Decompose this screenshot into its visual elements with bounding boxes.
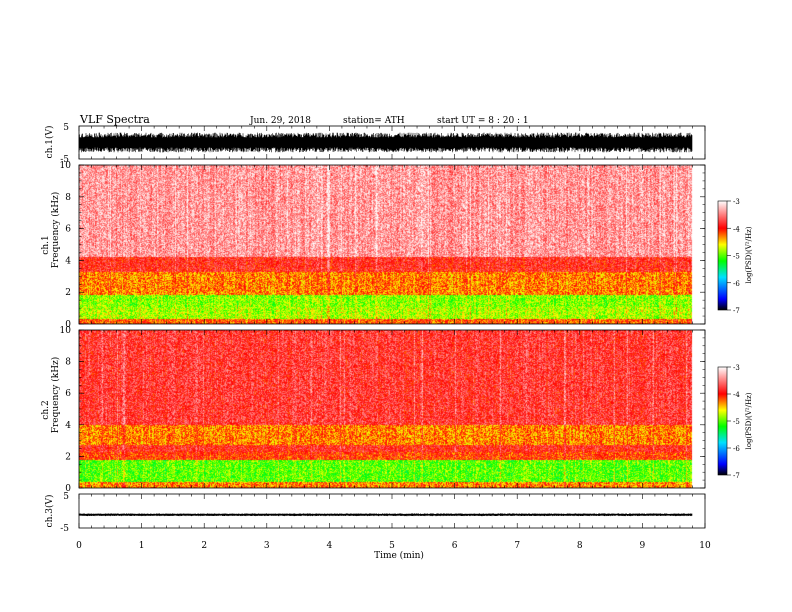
y-tick-label: 8 xyxy=(65,193,71,203)
ch3-waveform-ticks xyxy=(78,494,706,528)
y-tick-label: 4 xyxy=(65,421,71,431)
ch1-waveform-ylabel: ch.1(V) xyxy=(44,126,55,159)
figure-title: VLF Spectra xyxy=(79,113,150,126)
x-axis: 0 1 2 3 4 5 6 7 8 9 10 xyxy=(76,541,711,551)
waveform-path xyxy=(78,513,693,517)
start-time-label: start UT = 8 : 20 : 1 xyxy=(437,116,529,126)
x-tick-label: 2 xyxy=(201,541,207,551)
ch2-spectrogram-ylabel-channel: ch.2 xyxy=(41,400,51,419)
ch1-waveform-panel: 5 -5 ch.1(V) xyxy=(44,123,706,165)
colorbar-tick-label: -4 xyxy=(733,391,740,399)
x-tick-label: 4 xyxy=(327,541,333,551)
colorbar-tick-label: -3 xyxy=(733,198,740,206)
y-tick-label: 0 xyxy=(65,320,71,330)
ch1-ytick-bottom: -5 xyxy=(60,155,69,165)
colorbar-tick-label: -4 xyxy=(733,225,740,233)
x-tick-label: 10 xyxy=(699,541,711,551)
ch1-waveform-trace xyxy=(78,132,693,153)
y-tick-label: 0 xyxy=(65,484,71,494)
x-tick-label: 1 xyxy=(139,541,145,551)
colorbar-tick-label: -7 xyxy=(733,307,740,315)
ch2-spectrogram-ticks xyxy=(78,330,706,488)
y-tick-label: 8 xyxy=(65,358,71,368)
ch3-ytick-bottom: -5 xyxy=(60,524,69,534)
ch2-spectrogram-panel: 0 2 4 6 8 10 ch.2 Frequency (kHz) xyxy=(41,326,706,494)
x-tick-label: 9 xyxy=(640,541,646,551)
station-label: station= ATH xyxy=(343,116,405,126)
ch1-spectrogram-ylabel-channel: ch.1 xyxy=(41,235,51,254)
y-tick-label: 4 xyxy=(65,256,71,266)
y-tick-label: 6 xyxy=(65,389,71,399)
ch1-colorbar: -3 -4 -5 -6 -7 log(PSD)(V²/Hz) xyxy=(717,198,753,315)
ch1-waveform-ticks xyxy=(78,126,706,159)
ch2-spectrogram-ylabel-frequency: Frequency (kHz) xyxy=(50,357,61,434)
colorbar-tick-label: -3 xyxy=(733,364,740,372)
x-tick-label: 3 xyxy=(264,541,270,551)
ch3-waveform-ylabel: ch.3(V) xyxy=(44,495,55,528)
ch1-spectrogram-image xyxy=(79,165,705,324)
date-label: Jun. 29, 2018 xyxy=(249,116,311,126)
ch1-spectrogram-panel: 0 2 4 6 8 10 ch.1 Frequency (kHz) xyxy=(41,161,706,330)
ch1-spectrogram-ylabel-frequency: Frequency (kHz) xyxy=(50,192,61,269)
ch2-colorbar-fill xyxy=(718,367,727,475)
colorbar-tick-label: -6 xyxy=(733,445,740,453)
waveform-path xyxy=(78,132,693,153)
ch3-waveform-frame xyxy=(78,493,706,529)
ch1-ytick-top: 5 xyxy=(63,123,69,133)
ch2-colorbar: -3 -4 -5 -6 -7 log(PSD)(V²/Hz) xyxy=(717,364,753,480)
ch2-colorbar-ticks: -3 -4 -5 -6 -7 xyxy=(727,364,740,480)
colorbar-tick-label: -7 xyxy=(733,472,740,480)
x-tick-label: 0 xyxy=(76,541,82,551)
y-tick-label: 2 xyxy=(65,452,71,462)
ch1-colorbar-fill xyxy=(718,201,727,310)
x-tick-label: 7 xyxy=(514,541,520,551)
y-tick-label: 6 xyxy=(65,225,71,235)
ch1-colorbar-label: log(PSD)(V²/Hz) xyxy=(745,226,753,283)
colorbar-tick-label: -5 xyxy=(733,253,740,261)
x-tick-label: 8 xyxy=(577,541,583,551)
x-tick-label: 6 xyxy=(452,541,458,551)
ch3-ytick-top: 5 xyxy=(63,492,69,502)
y-tick-label: 2 xyxy=(65,288,71,298)
colorbar-tick-label: -6 xyxy=(733,280,740,288)
x-axis-label: Time (min) xyxy=(374,550,424,561)
ch3-waveform-panel: 5 -5 ch.3(V) xyxy=(44,492,706,534)
ch1-spectrogram-yticks: 0 2 4 6 8 10 xyxy=(60,161,705,330)
y-tick-label: 10 xyxy=(60,161,72,171)
y-tick-label: 10 xyxy=(60,326,72,336)
x-tick-label: 5 xyxy=(389,541,395,551)
ch1-colorbar-ticks: -3 -4 -5 -6 -7 xyxy=(727,198,740,315)
ch1-spectrogram-ticks xyxy=(78,165,706,324)
ch2-spectrogram-image xyxy=(79,330,705,488)
ch3-waveform-trace xyxy=(78,513,693,517)
ch2-spectrogram-yticks: 0 2 4 6 8 10 xyxy=(60,326,705,494)
colorbar-tick-label: -5 xyxy=(733,418,740,426)
ch2-colorbar-label: log(PSD)(V²/Hz) xyxy=(745,392,753,449)
